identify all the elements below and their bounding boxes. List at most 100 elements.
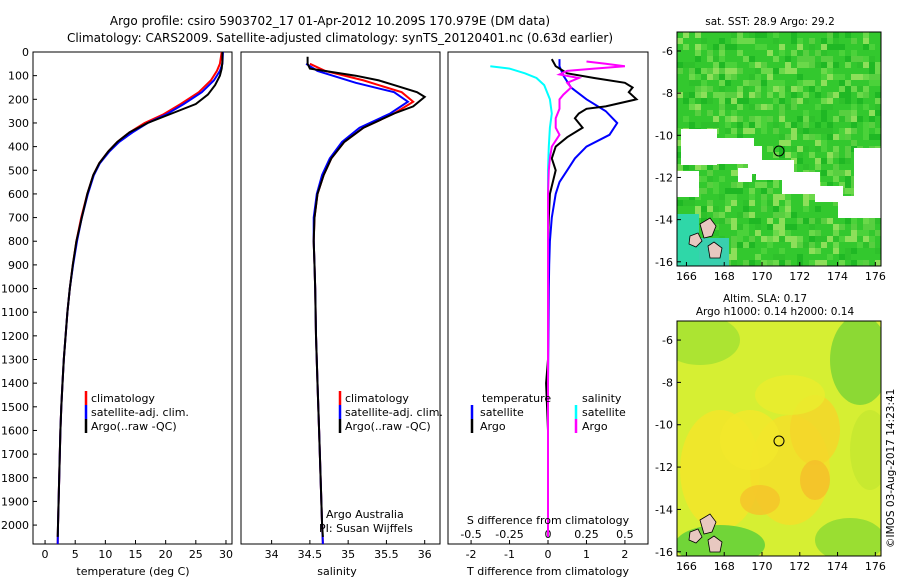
difference-xlabel-top: S difference from climatology: [467, 514, 630, 527]
sst-cell: [821, 56, 827, 62]
sst-cell: [743, 200, 749, 206]
sst-cell: [863, 242, 869, 248]
depth-tick-label: 1100: [1, 306, 29, 319]
sst-cell: [725, 62, 731, 68]
sst-cell: [701, 206, 707, 212]
sst-cell: [845, 92, 851, 98]
sst-cell: [779, 110, 785, 116]
sst-cell: [689, 98, 695, 104]
sst-cell: [713, 212, 719, 218]
sst-cell: [845, 128, 851, 134]
sst-cell: [857, 98, 863, 104]
sst-cell: [863, 230, 869, 236]
sst-cell: [779, 116, 785, 122]
sst-cell: [695, 50, 701, 56]
sst-cell: [875, 80, 881, 86]
sst-cell: [821, 62, 827, 68]
sst-cell: [827, 134, 833, 140]
depth-tick-label: 1400: [1, 377, 29, 390]
x-tick-label: 35: [341, 548, 355, 561]
sst-cell: [803, 146, 809, 152]
sst-cell: [875, 128, 881, 134]
sst-cell: [785, 140, 791, 146]
sst-cell: [851, 116, 857, 122]
sst-cell: [719, 56, 725, 62]
sst-cell: [761, 32, 767, 38]
sst-cell: [827, 44, 833, 50]
sst-cell: [767, 68, 773, 74]
sst-cell: [749, 122, 755, 128]
sst-cell: [713, 230, 719, 236]
sst-cell: [773, 194, 779, 200]
sst-cell: [743, 164, 749, 170]
sst-cell: [857, 86, 863, 92]
sst-cell: [719, 80, 725, 86]
header-line2: Climatology: CARS2009. Satellite-adjuste…: [67, 31, 613, 45]
sst-cell: [719, 68, 725, 74]
sst-cell: [767, 86, 773, 92]
sst-cell: [833, 230, 839, 236]
sst-cell: [803, 134, 809, 140]
sst-cell: [869, 224, 875, 230]
map-y-tick-label: -10: [655, 419, 673, 432]
sst-cell: [791, 212, 797, 218]
x-tick-label: 15: [129, 548, 143, 561]
sst-cell: [845, 146, 851, 152]
sst-cell: [707, 74, 713, 80]
salinity-xlabel: salinity: [317, 565, 357, 578]
sst-cell: [755, 92, 761, 98]
sst-cell: [767, 146, 773, 152]
sst-gap: [815, 186, 843, 202]
sst-cell: [773, 86, 779, 92]
sla-map-axes: 166 168 170 172 174 176 -6 -8 -10 -12 -14 -16: [655, 334, 886, 573]
x-tick-label: 20: [159, 548, 173, 561]
sst-cell: [803, 62, 809, 68]
sst-cell: [707, 86, 713, 92]
sst-cell: [869, 80, 875, 86]
sst-cell: [839, 170, 845, 176]
sst-cell: [803, 116, 809, 122]
sst-cell: [845, 254, 851, 260]
salinity-series: [305, 56, 427, 544]
depth-tick-label: 0: [22, 46, 29, 59]
annotation-pi: PI: Susan Wijffels: [319, 522, 413, 535]
sst-cell: [833, 170, 839, 176]
sst-cell: [803, 80, 809, 86]
sst-cell: [815, 50, 821, 56]
sst-cell: [773, 230, 779, 236]
sst-cell: [743, 242, 749, 248]
sst-cell: [719, 218, 725, 224]
sst-cell: [851, 104, 857, 110]
sla-map: [677, 321, 881, 556]
sst-cell: [677, 128, 683, 134]
depth-axis: 0 100 200 300 400 500 600 700 800 900 1000 1100 1200…: [1, 46, 37, 532]
x-tick-label: 34: [265, 548, 279, 561]
sst-cell: [749, 74, 755, 80]
map-y-tick-label: -12: [655, 461, 673, 474]
sst-cell: [755, 74, 761, 80]
sst-cell: [845, 62, 851, 68]
sst-cell: [737, 116, 743, 122]
sst-cell: [773, 98, 779, 104]
sst-cell: [701, 212, 707, 218]
sst-cell: [821, 260, 827, 266]
sst-cell: [785, 86, 791, 92]
map-x-tick-label: 166: [676, 270, 697, 283]
sst-cell: [725, 128, 731, 134]
sst-cell: [821, 38, 827, 44]
sst-cell: [761, 194, 767, 200]
sst-cell: [809, 248, 815, 254]
sst-cell: [797, 74, 803, 80]
sst-cell: [731, 200, 737, 206]
sst-cell: [761, 68, 767, 74]
sst-cell: [815, 104, 821, 110]
map-y-tick-label: -12: [655, 171, 673, 184]
sla-cell: [677, 321, 740, 365]
sst-cell: [833, 74, 839, 80]
sst-cell: [767, 224, 773, 230]
sst-cell: [857, 242, 863, 248]
sst-cell: [701, 122, 707, 128]
sst-cell: [779, 44, 785, 50]
map-y-tick-label: -6: [662, 45, 673, 58]
